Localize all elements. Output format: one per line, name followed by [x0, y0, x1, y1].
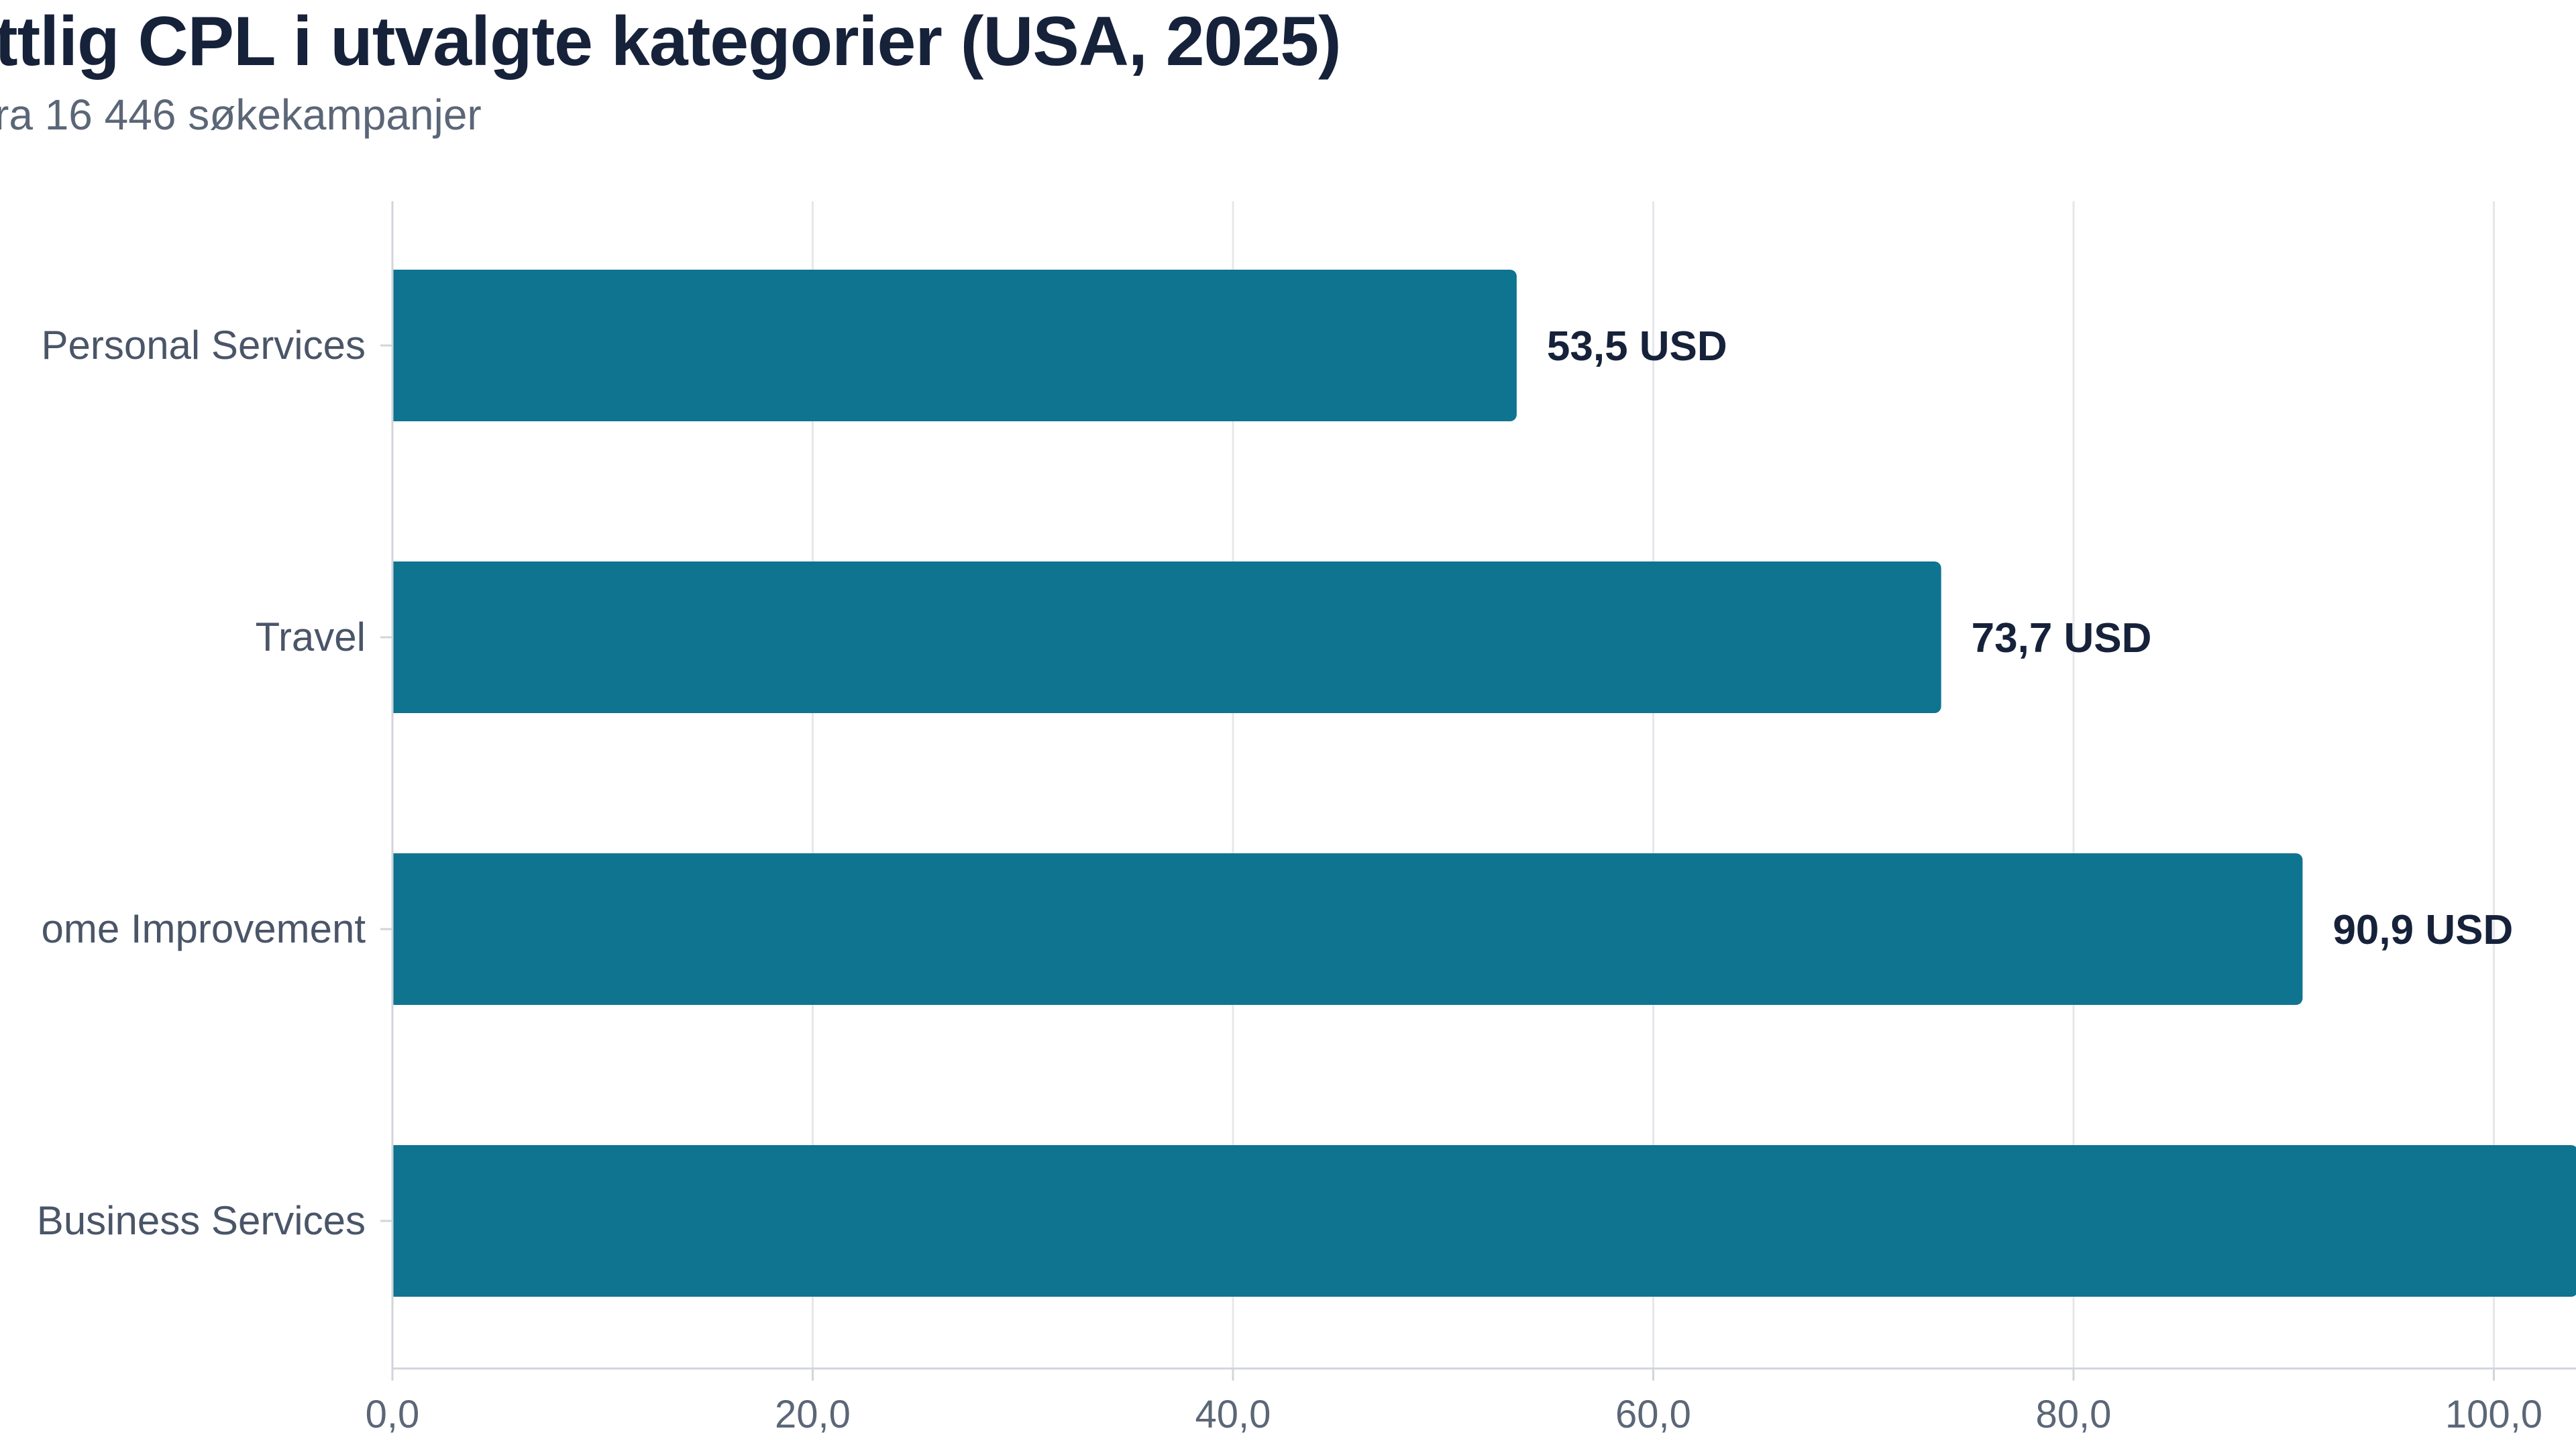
axes [380, 201, 2576, 1381]
category-label: Business Services [37, 1198, 366, 1243]
data-label: 90,9 USD [2332, 907, 2513, 953]
bar [392, 270, 1517, 421]
bars [392, 270, 2576, 1297]
data-label: 73,7 USD [1972, 615, 2152, 661]
category-label: Personal Services [41, 323, 366, 368]
x-tick-label: 20,0 [775, 1393, 851, 1436]
bar-edge [392, 561, 406, 713]
x-tick-label: 0,0 [366, 1393, 420, 1436]
x-tick-label: 60,0 [1615, 1393, 1691, 1436]
bar-edge [392, 1145, 406, 1297]
chart-title: ttlig CPL i utvalgte kategorier (USA, 20… [0, 3, 1342, 80]
category-label: ome Improvement [41, 906, 366, 951]
bar [392, 853, 2303, 1005]
bar [392, 1145, 2576, 1297]
category-label: Travel [256, 614, 366, 659]
x-tick-label: 80,0 [2036, 1393, 2112, 1436]
data-label: 53,5 USD [1547, 323, 1727, 370]
x-tick-label: 40,0 [1195, 1393, 1271, 1436]
bar [392, 561, 1941, 713]
bar-edge [392, 853, 406, 1005]
chart-subtitle: ra 16 446 søkekampanjer [0, 91, 482, 139]
labels: 0,0 20,0 40,0 60,0 80,0 100,0 Personal Service… [37, 323, 2542, 1436]
x-tick-label: 100,0 [2445, 1393, 2542, 1436]
bar-edge [392, 270, 406, 421]
